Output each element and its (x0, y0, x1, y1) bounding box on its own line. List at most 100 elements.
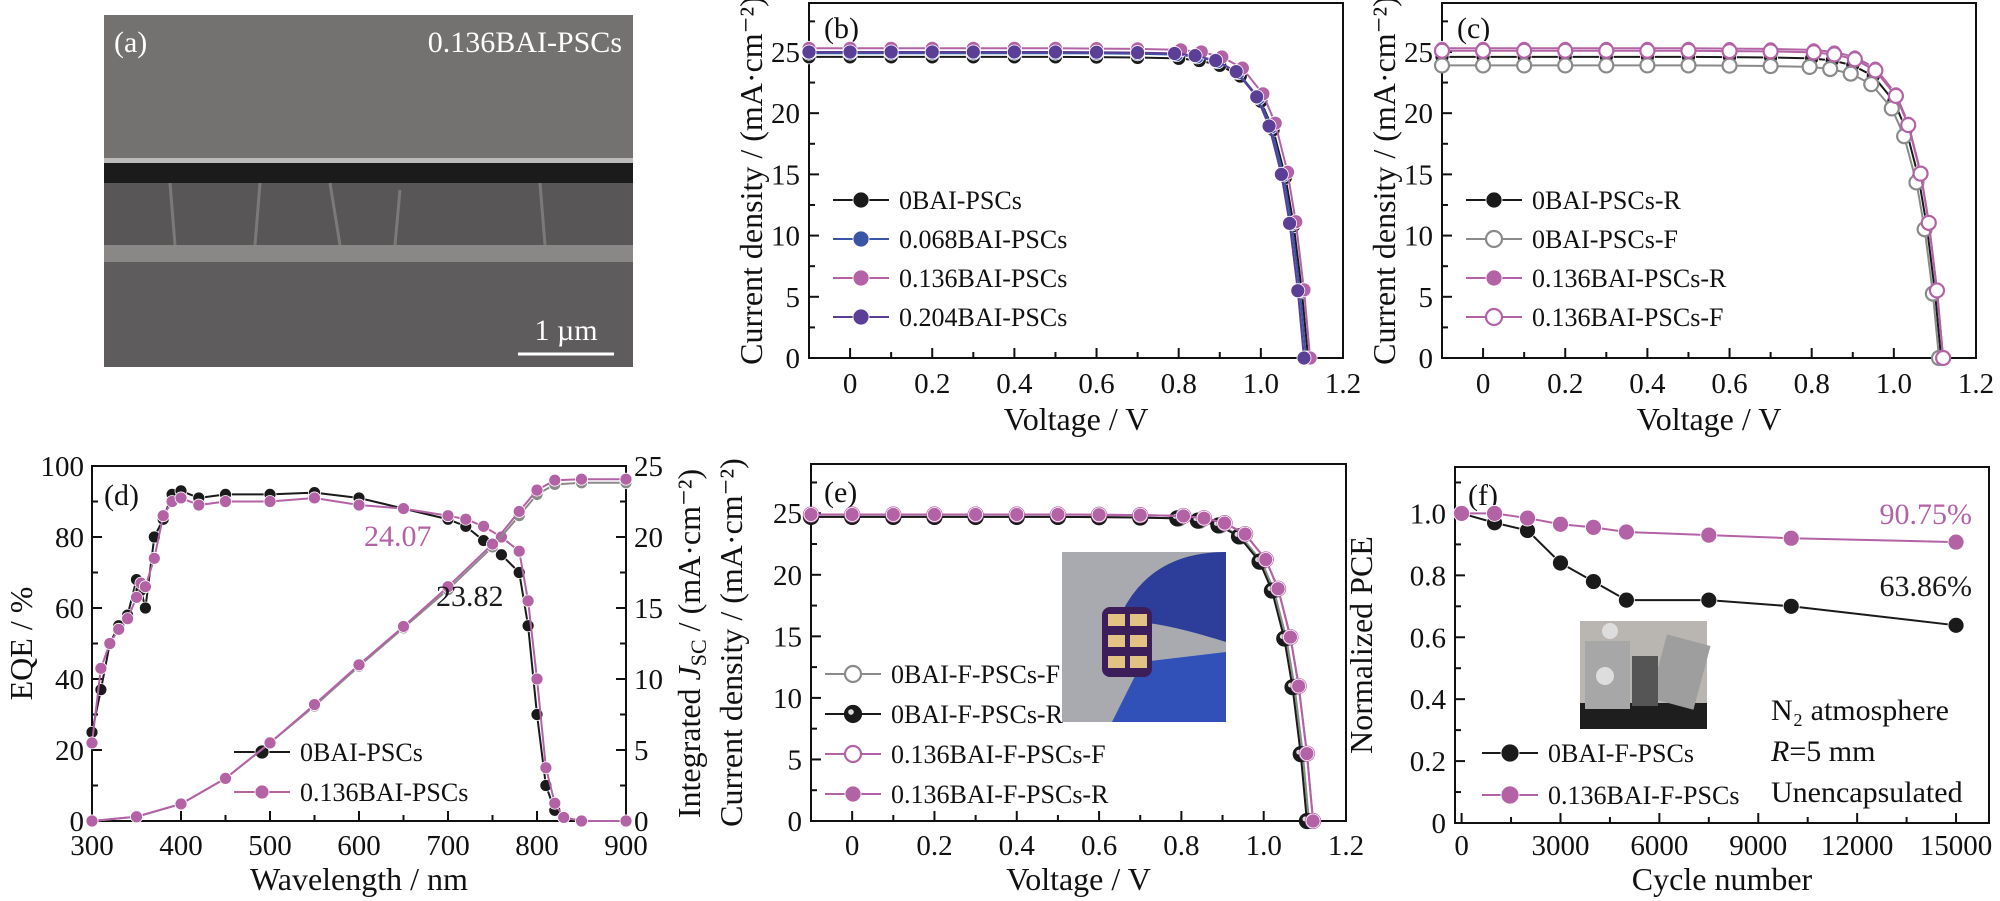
data-point (512, 505, 526, 518)
legend-entry: 0BAI-PSCs-R (1466, 186, 1681, 215)
panel-label: (c) (1457, 12, 1490, 45)
scale-bar-label: 1 µm (534, 314, 597, 347)
x-tick-label: 900 (604, 830, 648, 862)
data-point (1639, 57, 1656, 74)
data-point (156, 509, 170, 523)
x-tick-label: 1.0 (1243, 368, 1279, 400)
x-tick-label: 0.4 (999, 830, 1036, 862)
legend-label: 0BAI-PSCs-R (1532, 186, 1681, 215)
data-point (308, 491, 321, 505)
data-point (1887, 87, 1905, 105)
y2-axis-label: Integrated JSC / (mA·cm⁻²) (671, 469, 711, 818)
inset-electrode (1108, 635, 1125, 647)
data-point (1089, 44, 1104, 60)
x-tick-label: 800 (515, 830, 559, 862)
value-annotation: 90.75% (1880, 498, 1973, 531)
legend-marker-highlight (848, 709, 854, 715)
x-tick-label: 0 (1476, 368, 1491, 400)
data-point (1928, 282, 1946, 299)
legend-marker (852, 308, 870, 326)
legend-marker (1484, 229, 1504, 249)
x-tick-label: 0.2 (914, 368, 950, 400)
data-point (539, 761, 553, 775)
data-point (1846, 51, 1863, 68)
y-tick-label: 10 (773, 683, 802, 715)
legend-entry: 0BAI-PSCs (234, 738, 423, 767)
x-tick-label: 0.6 (1711, 368, 1747, 400)
data-point (1296, 350, 1312, 366)
data-point (1167, 46, 1182, 61)
series-0.136BAI-PSCs-F (1433, 42, 1952, 367)
data-point (842, 44, 858, 60)
data-point (1290, 283, 1306, 299)
data-point (1585, 518, 1602, 536)
data-point (530, 483, 544, 497)
x-tick-label: 0.4 (1629, 368, 1666, 400)
data-point (1618, 591, 1635, 609)
data-point (1680, 57, 1697, 74)
data-point (1270, 581, 1286, 597)
inset-screw (1596, 667, 1614, 685)
legend-marker (254, 784, 270, 800)
inset-bent-sample (1632, 656, 1658, 706)
data-point (494, 548, 508, 562)
data-point (512, 544, 526, 558)
x-tick-label: 300 (70, 830, 114, 862)
y-tick-label: 15 (1404, 159, 1433, 191)
data-point (575, 472, 588, 486)
data-point (138, 601, 152, 615)
y-tick-label: 10 (1404, 221, 1433, 253)
sem-grain-boundaries (168, 182, 547, 246)
data-point (1474, 57, 1492, 74)
y-tick-label: 0 (1432, 808, 1447, 840)
series-0BAI-PSCs (85, 484, 633, 828)
data-point (1433, 57, 1451, 74)
x-tick-label: 0.4 (996, 368, 1033, 400)
y2-tick-label: 0 (634, 806, 649, 838)
x-axis-label: Wavelength / nm (250, 861, 468, 897)
data-point (308, 698, 321, 711)
y-tick-label: 20 (1404, 98, 1433, 130)
legend-label: 0BAI-PSCs (300, 738, 423, 767)
legend-label: 0.204BAI-PSCs (899, 303, 1067, 332)
data-point (1947, 616, 1965, 634)
data-point (219, 495, 232, 508)
y-tick-label: 5 (786, 282, 801, 314)
legend-label: 0BAI-F-PSCs-F (891, 660, 1060, 689)
axes-frame (808, 2, 1344, 359)
panel-c: 0 0.2 0.4 0.6 0.8 1.0 1.2 0 5 10 15 20 25 Voltage / V… (1366, 0, 1994, 437)
data-point (1598, 57, 1615, 74)
inset-electrode (1130, 656, 1147, 668)
y-tick-label: 15 (773, 621, 802, 653)
y-tick-label: 60 (55, 593, 84, 625)
data-point (1557, 57, 1574, 74)
data-point (1585, 573, 1602, 590)
data-point (1935, 349, 1952, 367)
y-tick-label: 0.2 (1410, 746, 1446, 778)
y2-tick-label: 15 (634, 593, 663, 625)
data-point (112, 622, 126, 636)
data-point (1453, 505, 1470, 522)
legend-label: 0BAI-F-PSCs (1548, 739, 1694, 768)
data-point (1196, 510, 1212, 526)
inset-clamp-right (1649, 634, 1711, 710)
y2-tick-label: 25 (634, 451, 663, 483)
x-axis-label: Voltage / V (1004, 401, 1149, 437)
x-tick-label: 700 (426, 830, 470, 862)
x-tick-label: 6000 (1630, 830, 1688, 862)
axes-frame (1454, 466, 1990, 824)
legend-label: 0.136BAI-F-PSCs-F (891, 740, 1106, 769)
value-annotation: 24.07 (364, 520, 432, 553)
y2-label-prefix: Integrated (671, 680, 707, 818)
inset-photo (1580, 621, 1711, 729)
panel-b: 0 0.2 0.4 0.6 0.8 1.0 1.2 0 5 10 15 20 25 Voltage / V… (733, 0, 1361, 437)
y2-label-subscript: SC (686, 639, 711, 666)
legend-marker (1485, 269, 1503, 287)
data-point (1700, 591, 1718, 609)
inset-electrode (1108, 614, 1125, 626)
x-tick-label: 15000 (1920, 830, 1993, 862)
data-point (1700, 526, 1718, 544)
data-point (883, 44, 899, 60)
data-point (1826, 46, 1843, 63)
x-tick-label: 0.6 (1078, 368, 1114, 400)
